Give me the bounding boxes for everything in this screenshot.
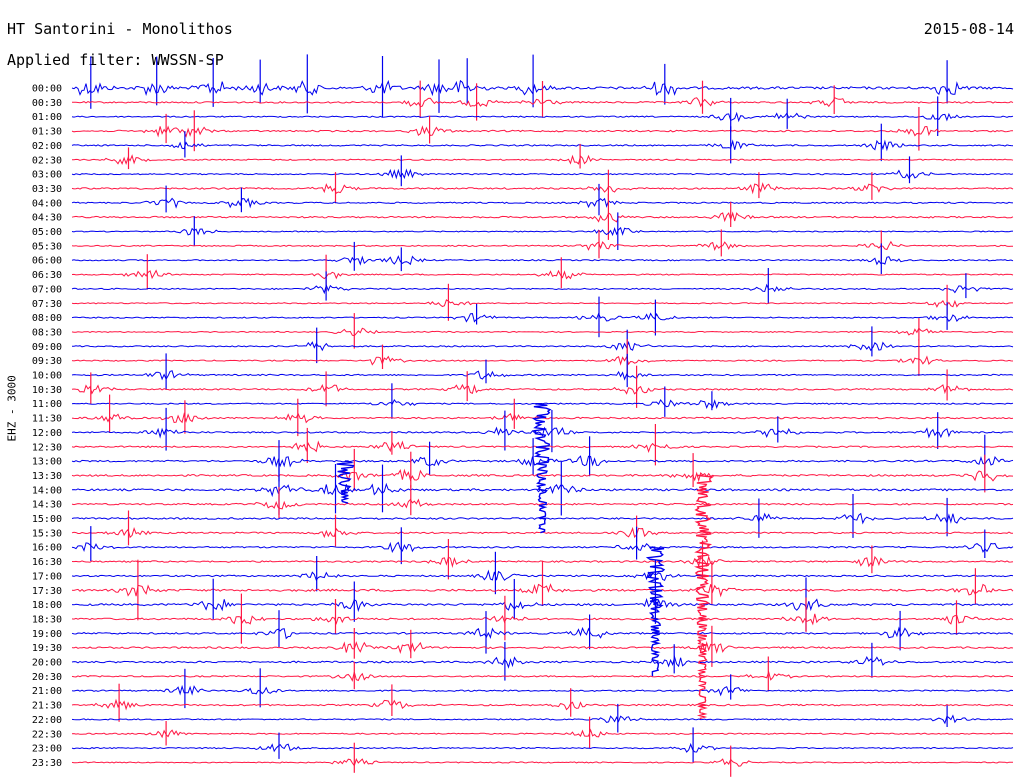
row-time-label: 07:30	[32, 299, 62, 310]
trace-0430	[71, 211, 1014, 223]
filter-label: Applied filter: WWSSN-SP	[7, 51, 224, 69]
station-title: HT Santorini - Monolithos	[7, 20, 233, 38]
row-time-label: 23:00	[32, 744, 62, 755]
trace-1200	[71, 426, 1014, 439]
trace-1300	[71, 455, 1014, 468]
row-time-label: 00:00	[32, 84, 62, 95]
row-time-label: 02:00	[32, 141, 62, 152]
row-time-label: 14:30	[32, 500, 62, 511]
trace-1800	[71, 597, 1014, 613]
row-time-label: 19:00	[32, 629, 62, 640]
row-time-label: 09:00	[32, 342, 62, 353]
row-time-label: 02:30	[32, 155, 62, 166]
row-time-label: 10:30	[32, 385, 62, 396]
trace-0500	[71, 226, 1014, 237]
trace-0830	[71, 327, 1014, 337]
trace-0600	[71, 255, 1014, 266]
row-time-label: 06:00	[32, 256, 62, 267]
trace-2300	[71, 742, 1014, 753]
row-time-label: 01:30	[32, 127, 62, 138]
trace-0330	[71, 182, 1014, 195]
row-time-label: 14:00	[32, 485, 62, 496]
row-time-label: 12:00	[32, 428, 62, 439]
row-time-label: 11:00	[32, 399, 62, 410]
row-time-label: 04:30	[32, 213, 62, 224]
row-time-label: 06:30	[32, 270, 62, 281]
trace-1030	[71, 383, 1014, 395]
row-time-label: 03:30	[32, 184, 62, 195]
row-time-label: 17:00	[32, 571, 62, 582]
trace-2030	[71, 670, 1013, 682]
trace-0800	[71, 312, 1014, 323]
trace-1900	[71, 626, 1014, 640]
row-time-label: 04:00	[32, 198, 62, 209]
row-time-label: 15:00	[32, 514, 62, 525]
row-time-label: 05:30	[32, 241, 62, 252]
row-time-label: 20:00	[32, 658, 62, 669]
row-time-label: 16:00	[32, 543, 62, 554]
trace-0530	[71, 240, 1013, 252]
row-time-label: 23:30	[32, 758, 62, 769]
row-time-label: 07:00	[32, 284, 62, 295]
row-time-label: 21:00	[32, 686, 62, 697]
trace-2330	[71, 758, 1014, 767]
trace-0130	[71, 125, 1013, 138]
row-time-label: 13:00	[32, 457, 62, 468]
row-time-label: 11:30	[32, 414, 62, 425]
row-time-label: 20:30	[32, 672, 62, 683]
row-time-label: 00:30	[32, 98, 62, 109]
row-time-label: 03:00	[32, 170, 62, 181]
trace-2000	[71, 655, 1014, 669]
trace-1330	[71, 468, 1014, 483]
trace-1830	[71, 613, 1014, 626]
row-time-label: 01:00	[32, 112, 62, 123]
trace-0100	[71, 111, 1014, 123]
row-time-label: 18:00	[32, 600, 62, 611]
row-time-label: 13:30	[32, 471, 62, 482]
trace-0700	[71, 283, 1014, 295]
row-time-label: 08:00	[32, 313, 62, 324]
row-time-label: 15:30	[32, 528, 62, 539]
row-time-label: 21:30	[32, 701, 62, 712]
plot-date: 2015-08-14	[923, 20, 1014, 38]
row-time-label: 22:00	[32, 715, 62, 726]
row-time-label: 19:30	[32, 643, 62, 654]
major-event	[336, 460, 355, 504]
row-time-label: 17:30	[32, 586, 62, 597]
trace-0200	[71, 139, 1014, 152]
trace-0730	[71, 299, 1013, 308]
major-event	[531, 403, 552, 534]
trace-1400	[71, 482, 1014, 498]
trace-0230	[71, 154, 1014, 165]
major-event	[693, 474, 715, 720]
row-time-label: 10:00	[32, 371, 62, 382]
trace-0900	[71, 340, 1014, 352]
trace-2200	[71, 714, 1014, 725]
trace-0630	[71, 269, 1014, 280]
row-time-label: 22:30	[32, 729, 62, 740]
trace-1000	[71, 370, 1014, 381]
trace-0300	[71, 168, 1014, 180]
row-time-label: 12:30	[32, 442, 62, 453]
trace-2230	[71, 728, 1013, 739]
row-time-label: 16:30	[32, 557, 62, 568]
trace-2100	[71, 684, 1014, 697]
row-time-label: 05:00	[32, 227, 62, 238]
row-time-label: 08:30	[32, 327, 62, 338]
trace-1430	[71, 498, 1014, 510]
trace-1930	[71, 641, 1014, 655]
major-event	[645, 546, 666, 677]
row-time-label: 09:30	[32, 356, 62, 367]
trace-0930	[71, 355, 1014, 366]
trace-0400	[71, 197, 1014, 209]
trace-1600	[71, 541, 1014, 554]
row-time-label: 18:30	[32, 614, 62, 625]
trace-2130	[71, 698, 1014, 711]
